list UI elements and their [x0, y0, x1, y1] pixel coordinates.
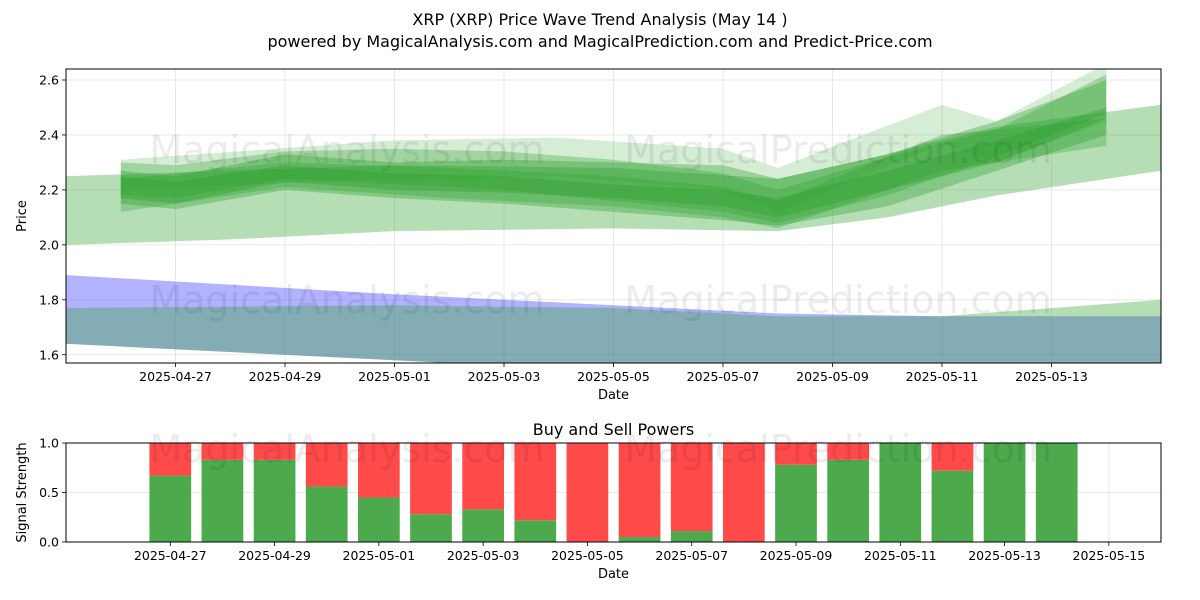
- signal-title: Buy and Sell Powers: [533, 420, 695, 439]
- price-x-tick-label: 2025-05-03: [468, 369, 541, 384]
- price-y-tick-label: 1.6: [39, 347, 59, 362]
- sell-bar: [827, 443, 869, 460]
- watermark-bottom-right: MagicalPrediction.com: [624, 427, 1052, 471]
- buy-bar: [149, 475, 192, 542]
- price-y-tick-label: 2.6: [39, 72, 59, 87]
- signal-x-tick-label: 2025-05-01: [343, 548, 416, 563]
- buy-bar: [358, 497, 400, 542]
- signal-x-tick-label: 2025-05-13: [968, 548, 1041, 563]
- sell-bar: [358, 443, 400, 498]
- price-band-green-0: [120, 80, 1107, 218]
- signal-y-tick-label: 0.5: [39, 485, 59, 500]
- price-x-tick-label: 2025-05-13: [1015, 369, 1088, 384]
- price-band-green-4: [120, 69, 1107, 212]
- price-x-axis-label: Date: [598, 388, 629, 403]
- chart-title-line1: XRP (XRP) Price Wave Trend Analysis (May…: [412, 10, 787, 29]
- price-y-axis-label: Price: [15, 200, 30, 232]
- price-band-green-3: [120, 118, 1107, 229]
- buy-bar: [879, 443, 922, 542]
- buy-bar: [931, 470, 974, 542]
- signal-y-tick-label: 0.0: [39, 535, 59, 550]
- sell-bar: [201, 443, 244, 460]
- signal-y-axis-label: Signal Strength: [15, 442, 30, 542]
- watermark-mid-right: MagicalPrediction.com: [624, 278, 1052, 322]
- price-x-tick-label: 2025-04-27: [139, 369, 212, 384]
- buy-bar: [618, 537, 661, 542]
- watermark-bottom-left: MagicalAnalysis.com: [149, 427, 544, 471]
- sell-bar: [775, 443, 817, 465]
- buy-bar: [514, 520, 557, 542]
- buy-bar: [305, 486, 348, 542]
- price-y-tick-label: 2.2: [39, 182, 59, 197]
- buy-bar: [983, 443, 1026, 542]
- buy-bar: [462, 509, 504, 542]
- chart-title-line2: powered by MagicalAnalysis.com and Magic…: [267, 32, 932, 51]
- price-band-green-2: [120, 74, 1107, 223]
- price-x-tick-label: 2025-05-09: [796, 369, 869, 384]
- price-x-tick-label: 2025-04-29: [249, 369, 322, 384]
- signal-x-tick-label: 2025-05-03: [447, 548, 520, 563]
- watermark-mid-left: MagicalAnalysis.com: [149, 278, 544, 322]
- price-band-green-1: [120, 107, 1107, 226]
- price-plot-area: [66, 69, 1161, 363]
- price-x-tick-label: 2025-05-07: [687, 369, 760, 384]
- watermark-top-left: MagicalAnalysis.com: [149, 128, 544, 172]
- buy-bar: [775, 464, 817, 542]
- signal-panel: 2025-04-27 2025-04-29 2025-05-01 2025-05-03…: [15, 420, 1162, 582]
- signal-y-tick-label: 1.0: [39, 436, 59, 451]
- buy-bar: [201, 459, 244, 542]
- sell-bar: [410, 443, 452, 515]
- price-x-tick-label: 2025-05-05: [577, 369, 650, 384]
- buy-bar: [410, 514, 452, 542]
- price-band-green-7: [66, 299, 1161, 363]
- signal-x-tick-label: 2025-05-15: [1073, 548, 1146, 563]
- price-band-blue-6: [66, 275, 1161, 363]
- buy-bar: [253, 459, 296, 542]
- buy-bar: [827, 459, 869, 542]
- signal-plot-area: [149, 443, 1078, 542]
- signal-x-tick-label: 2025-05-05: [551, 548, 624, 563]
- sell-bar: [618, 443, 661, 538]
- price-band-green-5: [66, 104, 1161, 245]
- sell-bar: [931, 443, 974, 471]
- buy-bar: [1035, 443, 1078, 542]
- sell-bar: [723, 443, 765, 542]
- buy-bar: [670, 531, 713, 542]
- signal-x-tick-label: 2025-05-07: [655, 548, 728, 563]
- sell-bar: [670, 443, 713, 532]
- price-y-tick-label: 2.0: [39, 237, 59, 252]
- price-y-tick-label: 2.4: [39, 127, 59, 142]
- sell-bar: [305, 443, 348, 487]
- price-y-tick-label: 1.8: [39, 292, 59, 307]
- signal-x-tick-label: 2025-04-27: [134, 548, 207, 563]
- sell-bar: [462, 443, 504, 510]
- price-x-tick-label: 2025-05-11: [906, 369, 979, 384]
- price-panel: 2025-04-27 2025-04-29 2025-05-01 2025-05-03…: [15, 68, 1162, 403]
- signal-x-axis-label: Date: [598, 567, 629, 582]
- sell-bar: [566, 443, 609, 542]
- sell-bar: [149, 443, 192, 476]
- sell-bar: [514, 443, 557, 521]
- watermark-top-right: MagicalPrediction.com: [624, 128, 1052, 172]
- signal-x-tick-label: 2025-04-29: [238, 548, 311, 563]
- signal-x-tick-label: 2025-05-11: [864, 548, 937, 563]
- sell-bar: [253, 443, 296, 460]
- signal-x-tick-label: 2025-05-09: [760, 548, 833, 563]
- price-x-tick-label: 2025-05-01: [358, 369, 431, 384]
